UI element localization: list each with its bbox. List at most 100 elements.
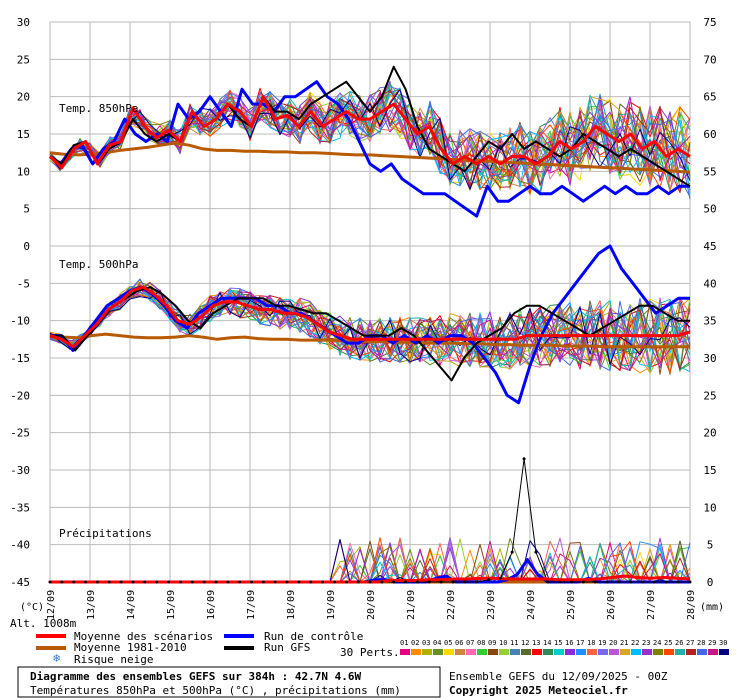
- pert-legend-id: 02: [411, 639, 419, 647]
- x-tick-label: 25/09: [566, 590, 577, 620]
- right-tick-label: 50: [703, 203, 716, 216]
- gfs-precip-point: [285, 580, 289, 584]
- left-tick-label: -20: [10, 389, 30, 402]
- gfs-precip-point: [581, 580, 585, 584]
- right-tick-label: 30: [703, 352, 716, 365]
- gfs-precip-point: [569, 580, 573, 584]
- x-tick-label: 20/09: [366, 590, 377, 620]
- gfs-precip-point: [107, 580, 111, 584]
- pert-legend-id: 06: [455, 639, 463, 647]
- right-tick-label: 15: [703, 464, 716, 477]
- legend-snow: Risque neige: [74, 653, 153, 666]
- gfs-precip-point: [332, 580, 336, 584]
- left-unit-label: (°C): [20, 602, 44, 613]
- pert-legend-id: 03: [422, 639, 430, 647]
- pert-legend-id: 20: [609, 639, 617, 647]
- gfs-precip-point: [558, 580, 562, 584]
- pert-legend-swatch: [466, 649, 476, 655]
- pert-legend-id: 07: [466, 639, 474, 647]
- pert-legend-swatch: [642, 649, 652, 655]
- pert-legend-swatch: [576, 649, 586, 655]
- gfs-precip-point: [629, 580, 633, 584]
- run-gfs-t850: [49, 65, 691, 188]
- legend-perts: 30 Perts.: [340, 646, 400, 659]
- moyenne-1981-2010-t850: [49, 141, 691, 174]
- gfs-precip-point: [676, 580, 680, 584]
- pert-legend-id: 04: [433, 639, 441, 647]
- right-tick-label: 65: [703, 91, 716, 104]
- pert-legend-swatch: [708, 649, 718, 655]
- x-tick-label: 14/09: [126, 590, 137, 620]
- pert-legend-swatch: [697, 649, 707, 655]
- pert-legend-swatch: [565, 649, 575, 655]
- pert-legend-swatch: [532, 649, 542, 655]
- x-tick-label: 16/09: [206, 590, 217, 620]
- gfs-precip-point: [534, 550, 538, 554]
- right-tick-label: 45: [703, 240, 716, 253]
- pert-legend-swatch: [477, 649, 487, 655]
- gfs-precip-point: [652, 580, 656, 584]
- right-tick-label: 0: [707, 576, 714, 589]
- pert-legend-id: 24: [653, 639, 661, 647]
- pert-legend-swatch: [488, 649, 498, 655]
- pert-legend-swatch: [675, 649, 685, 655]
- copyright: Copyright 2025 Meteociel.fr: [449, 684, 628, 697]
- x-tick-label: 28/09: [686, 590, 697, 620]
- gfs-precip-point: [321, 580, 325, 584]
- pert-legend-id: 13: [532, 639, 540, 647]
- chart-title: Diagramme des ensembles GEFS sur 384h : …: [30, 670, 362, 683]
- gfs-precip-point: [297, 580, 301, 584]
- gfs-precip-point: [309, 580, 313, 584]
- moyenne-des-scenarios-t500: [49, 285, 691, 349]
- x-tick-label: 22/09: [446, 590, 457, 620]
- gfs-precip-point: [546, 580, 550, 584]
- gfs-precip-point: [261, 580, 265, 584]
- gfs-precip-point: [664, 580, 668, 584]
- pert-t500-line: [49, 284, 691, 374]
- legend-swatch-gfs: [224, 646, 254, 650]
- x-tick-label: 13/09: [86, 590, 97, 620]
- right-tick-label: 5: [707, 539, 714, 552]
- pert-t850-line: [49, 96, 691, 190]
- gfs-precip-point: [617, 580, 621, 584]
- run-de-controle-t850: [49, 80, 690, 218]
- chart-grid: [49, 21, 691, 583]
- gfs-precip-point: [641, 580, 645, 584]
- legend-swatch-clim: [36, 646, 66, 650]
- pert-legend-swatch: [510, 649, 520, 655]
- gfs-precip-point: [238, 580, 242, 584]
- right-tick-label: 60: [703, 128, 716, 141]
- pert-legend-id: 27: [686, 639, 694, 647]
- gfs-precip-point: [167, 580, 171, 584]
- pert-legend-swatch: [433, 649, 443, 655]
- pert-legend-swatch: [653, 649, 663, 655]
- pert-legend-id: 14: [543, 639, 551, 647]
- x-tick-label: 24/09: [526, 590, 537, 620]
- gfs-precip-point: [605, 580, 609, 584]
- gfs-precip-point: [72, 580, 76, 584]
- pert-legend-swatch: [609, 649, 619, 655]
- gfs-precip-point: [688, 580, 692, 584]
- panel-label-t500: Temp. 500hPa: [59, 258, 138, 271]
- gfs-precip-point: [498, 576, 502, 580]
- pert-legend-id: 29: [708, 639, 716, 647]
- pert-legend-id: 21: [620, 639, 628, 647]
- run-gfs-t500: [50, 286, 690, 382]
- gfs-precip-point: [368, 580, 372, 584]
- legend-swatch-control: [224, 634, 254, 638]
- right-tick-label: 10: [703, 501, 716, 514]
- gfs-precip-point: [439, 580, 443, 584]
- legend-mean: Moyenne des scénarios: [74, 630, 213, 643]
- gfs-precip-point: [463, 580, 467, 584]
- pert-legend-swatch: [422, 649, 432, 655]
- gfs-precip-point: [427, 580, 431, 584]
- pert-legend-swatch: [554, 649, 564, 655]
- pert-legend-id: 08: [477, 639, 485, 647]
- gfs-precip-point: [487, 578, 491, 582]
- gfs-precip-point: [202, 580, 206, 584]
- gfs-precip-point: [344, 580, 348, 584]
- gfs-precip-point: [380, 580, 384, 584]
- x-tick-label: 23/09: [486, 590, 497, 620]
